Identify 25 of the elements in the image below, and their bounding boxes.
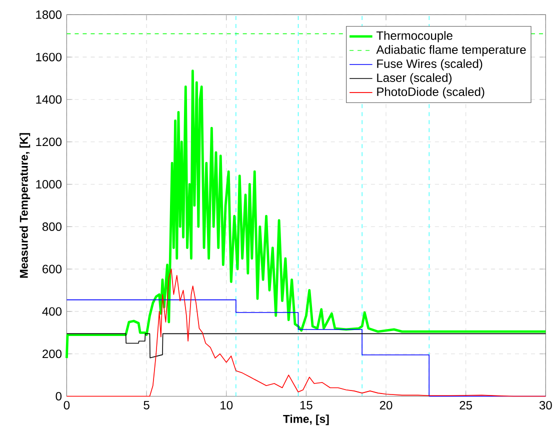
legend-label: Fuse Wires (scaled) (377, 59, 482, 70)
x-tick-label: 0 (64, 400, 70, 410)
legend-label: PhotoDiode (scaled) (377, 87, 484, 98)
y-tick-label: 1200 (36, 137, 62, 146)
legend-label: Laser (scaled) (377, 73, 452, 84)
legend-label: Adiabatic flame temperature (376, 44, 526, 56)
y-tick-label: 1800 (36, 10, 62, 19)
line-series (66, 333, 546, 358)
x-tick-label: 10 (220, 400, 233, 410)
y-tick-label: 1600 (36, 52, 62, 62)
legend-label: Thermocouple (376, 30, 452, 42)
x-tick-label: 15 (300, 400, 312, 410)
y-tick-label: 1000 (36, 180, 62, 188)
y-tick-label: 400 (42, 307, 62, 316)
y-axis-title: Measured Temperature, [K] (20, 132, 30, 278)
x-tick-label: 20 (380, 400, 392, 410)
x-tick-label: 25 (460, 400, 472, 410)
y-tick-label: 0 (56, 392, 62, 400)
y-tick-label: 800 (42, 222, 62, 231)
y-tick-label: 200 (42, 349, 62, 358)
x-tick-label: 5 (144, 400, 150, 410)
x-tick-label: 30 (539, 400, 552, 410)
x-axis-title: Time, [s] (283, 414, 329, 426)
y-tick-label: 600 (42, 264, 62, 274)
y-tick-label: 1400 (36, 95, 62, 104)
